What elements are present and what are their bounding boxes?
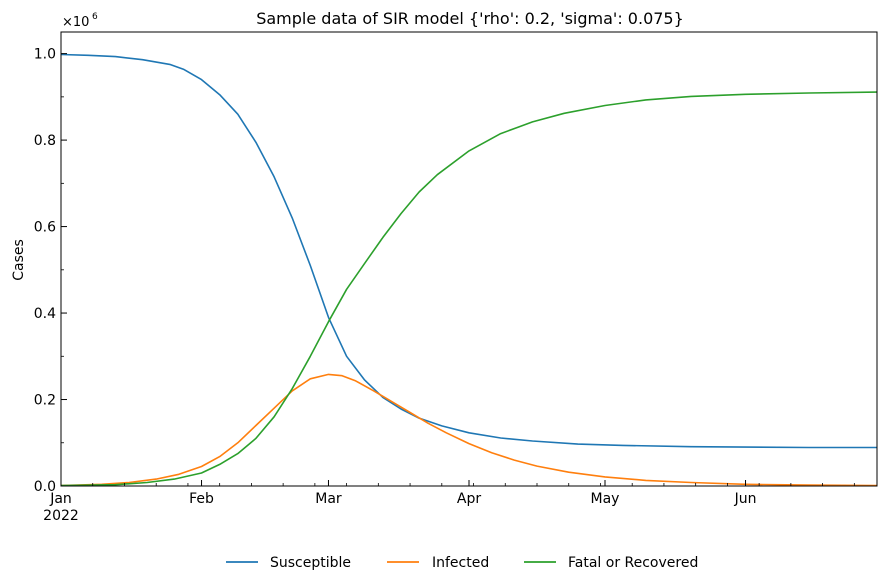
- y-multiplier: ×10 6: [62, 12, 98, 30]
- x-tick-label: Jun: [734, 491, 757, 507]
- legend-label: Susceptible: [270, 555, 351, 571]
- legend-label: Fatal or Recovered: [568, 555, 698, 571]
- legend-label: Infected: [432, 555, 489, 571]
- x-tick-label: May: [591, 491, 620, 507]
- y-tick-label: 1.0: [34, 47, 56, 63]
- y-tick-label: 0.6: [34, 220, 56, 236]
- y-multiplier-exponent: 6: [92, 12, 98, 22]
- plot-lines: [60, 53, 878, 487]
- y-tick-label: 0.8: [34, 133, 56, 149]
- legend: Susceptible Infected Fatal or Recovered: [226, 555, 698, 571]
- series-line-2: [60, 91, 878, 487]
- chart-title: Sample data of SIR model {'rho': 0.2, 's…: [256, 9, 684, 28]
- y-multiplier-base: ×10: [62, 15, 89, 30]
- y-axis-ticks: 0.0 0.2 0.4 0.6 0.8 1.0: [34, 47, 67, 495]
- x-tick-label: Jan: [49, 491, 72, 507]
- series-line-1: [60, 373, 878, 487]
- y-axis-label: Cases: [11, 239, 27, 281]
- series-line-0: [60, 53, 877, 449]
- x-tick-label: Mar: [315, 491, 342, 507]
- y-tick-label: 0.4: [34, 306, 56, 322]
- x-tick-sublabel: 2022: [43, 508, 79, 524]
- y-tick-label: 0.0: [34, 479, 56, 495]
- x-tick-label: Apr: [457, 491, 481, 507]
- x-tick-label: Feb: [189, 491, 214, 507]
- y-tick-label: 0.2: [34, 393, 56, 409]
- plot-frame: [60, 31, 878, 487]
